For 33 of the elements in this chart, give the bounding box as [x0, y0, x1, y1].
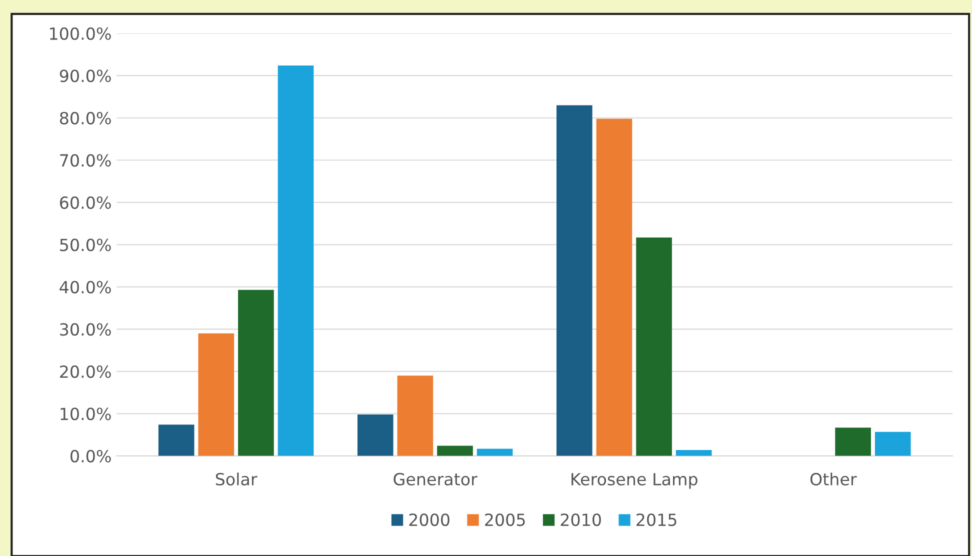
bar	[238, 290, 274, 456]
bar	[596, 118, 632, 456]
bar	[198, 333, 234, 456]
bar	[556, 105, 592, 456]
legend-label: 2000	[409, 513, 450, 526]
y-tick-label: 20.0%	[60, 365, 111, 378]
y-tick-label: 10.0%	[60, 408, 111, 420]
bar	[636, 237, 672, 456]
x-tick-label: Kerosene Lamp	[572, 473, 698, 489]
x-tick-label: Generator	[394, 472, 478, 486]
bar	[835, 428, 871, 456]
bar	[476, 448, 513, 456]
bar	[397, 376, 434, 456]
y-tick-label: 90.0%	[60, 70, 111, 82]
legend-label: 2010	[560, 513, 601, 526]
legend-label: 2005	[485, 513, 525, 526]
legend-label: 2015	[636, 513, 676, 526]
bar	[158, 424, 194, 456]
bar	[357, 414, 394, 456]
x-tick-label: Other	[810, 472, 857, 486]
y-tick-label: 30.0%	[60, 323, 111, 336]
bar	[278, 65, 314, 456]
y-tick-label: 100.0%	[50, 27, 111, 40]
y-tick-label: 40.0%	[60, 280, 111, 294]
y-tick-label: 70.0%	[60, 154, 111, 167]
y-tick-label: 50.0%	[60, 238, 111, 252]
x-tick-label: Solar	[216, 472, 258, 486]
bar	[676, 450, 712, 456]
bar	[437, 446, 473, 456]
y-tick-label: 60.0%	[60, 196, 111, 209]
y-tick-label: 80.0%	[60, 112, 111, 124]
y-tick-label: 0.0%	[70, 450, 111, 462]
bar	[874, 432, 911, 456]
